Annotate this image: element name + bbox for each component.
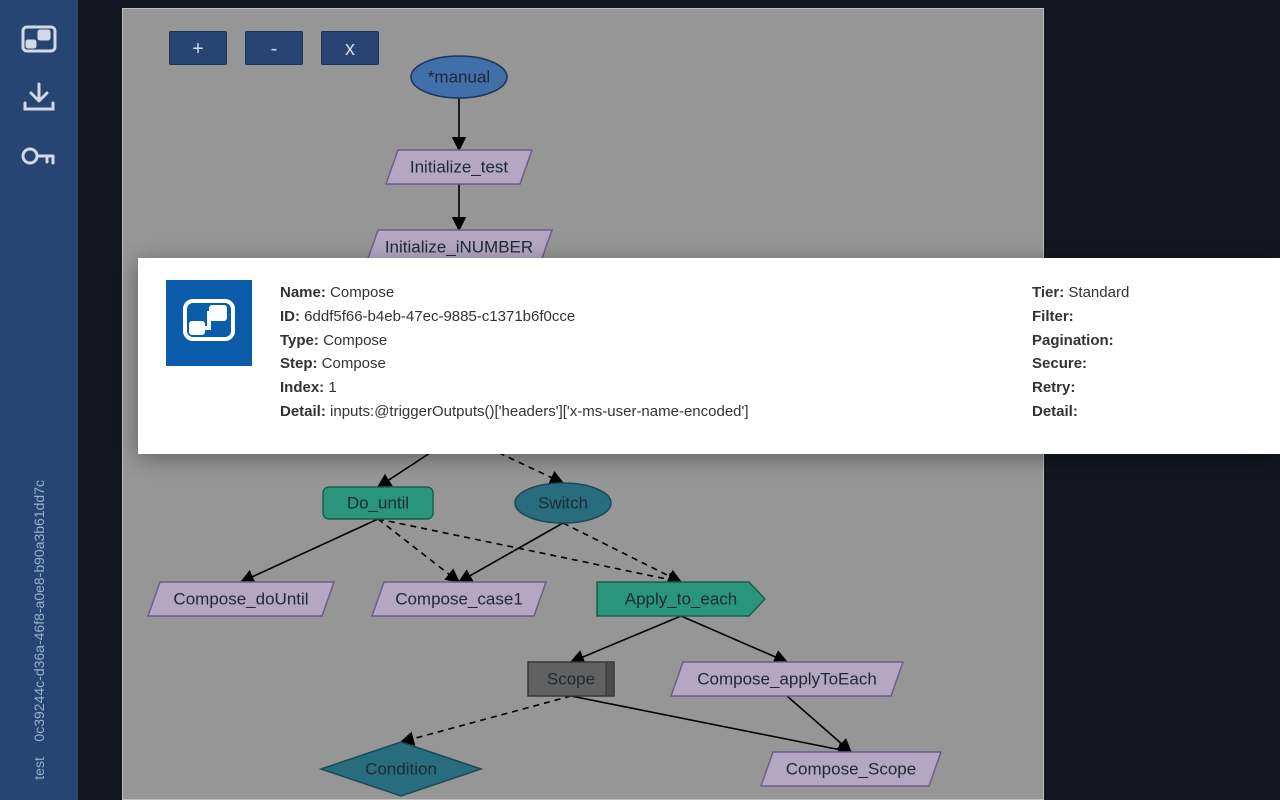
flow-icon[interactable] xyxy=(13,18,65,62)
info-panel: Name: Compose ID: 6ddf5f66-b4eb-47ec-988… xyxy=(138,258,1280,454)
info-right-column: Tier: Standard Filter: Pagination: Secur… xyxy=(1032,280,1252,436)
label-filter: Filter: xyxy=(1032,308,1074,325)
key-icon[interactable] xyxy=(13,134,65,178)
node-do_until[interactable]: Do_until xyxy=(323,487,433,519)
node-manual[interactable]: *manual xyxy=(411,56,507,98)
sidebar-guid: 0c39244c-d36a-46f8-a0e8-b90a3b61dd7c xyxy=(31,480,47,742)
sidebar-title: test xyxy=(31,757,47,780)
label-id: ID: xyxy=(280,308,300,325)
node-comp_ate[interactable]: Compose_applyToEach xyxy=(671,662,903,696)
node-apply[interactable]: Apply_to_each xyxy=(597,582,765,616)
node-comp_scope[interactable]: Compose_Scope xyxy=(761,752,941,786)
node-switch[interactable]: Switch xyxy=(515,483,611,523)
close-button[interactable]: x xyxy=(321,31,379,65)
info-left-column: Name: Compose ID: 6ddf5f66-b4eb-47ec-988… xyxy=(280,280,1032,436)
label-pagination: Pagination: xyxy=(1032,332,1114,349)
label-detail: Detail: xyxy=(280,403,326,420)
download-icon[interactable] xyxy=(13,76,65,120)
node-scope[interactable]: Scope xyxy=(528,662,614,696)
label-secure: Secure: xyxy=(1032,355,1087,372)
value-type: Compose xyxy=(323,332,387,349)
label-name: Name: xyxy=(280,284,326,301)
value-index: 1 xyxy=(328,379,336,396)
label-index: Index: xyxy=(280,379,324,396)
label-retry: Retry: xyxy=(1032,379,1075,396)
value-tier: Standard xyxy=(1068,284,1129,301)
label-step: Step: xyxy=(280,355,318,372)
node-init_test[interactable]: Initialize_test xyxy=(386,150,532,184)
zoom-in-button[interactable]: + xyxy=(169,31,227,65)
zoom-out-button[interactable]: - xyxy=(245,31,303,65)
sidebar-status: test 0c39244c-d36a-46f8-a0e8-b90a3b61dd7… xyxy=(28,480,50,780)
value-id: 6ddf5f66-b4eb-47ec-9885-c1371b6f0cce xyxy=(304,308,575,325)
node-comp_c1[interactable]: Compose_case1 xyxy=(372,582,546,616)
label-detail2: Detail: xyxy=(1032,403,1078,420)
value-detail: inputs:@triggerOutputs()['headers']['x-m… xyxy=(330,403,749,420)
label-type: Type: xyxy=(280,332,319,349)
value-step: Compose xyxy=(322,355,386,372)
value-name: Compose xyxy=(330,284,394,301)
sidebar: test 0c39244c-d36a-46f8-a0e8-b90a3b61dd7… xyxy=(0,0,78,800)
node-comp_du[interactable]: Compose_doUntil xyxy=(148,582,334,616)
toolbar: + - x xyxy=(169,31,379,65)
label-tier: Tier: xyxy=(1032,284,1064,301)
app-logo-icon xyxy=(166,280,252,366)
node-condition[interactable]: Condition xyxy=(321,742,481,796)
